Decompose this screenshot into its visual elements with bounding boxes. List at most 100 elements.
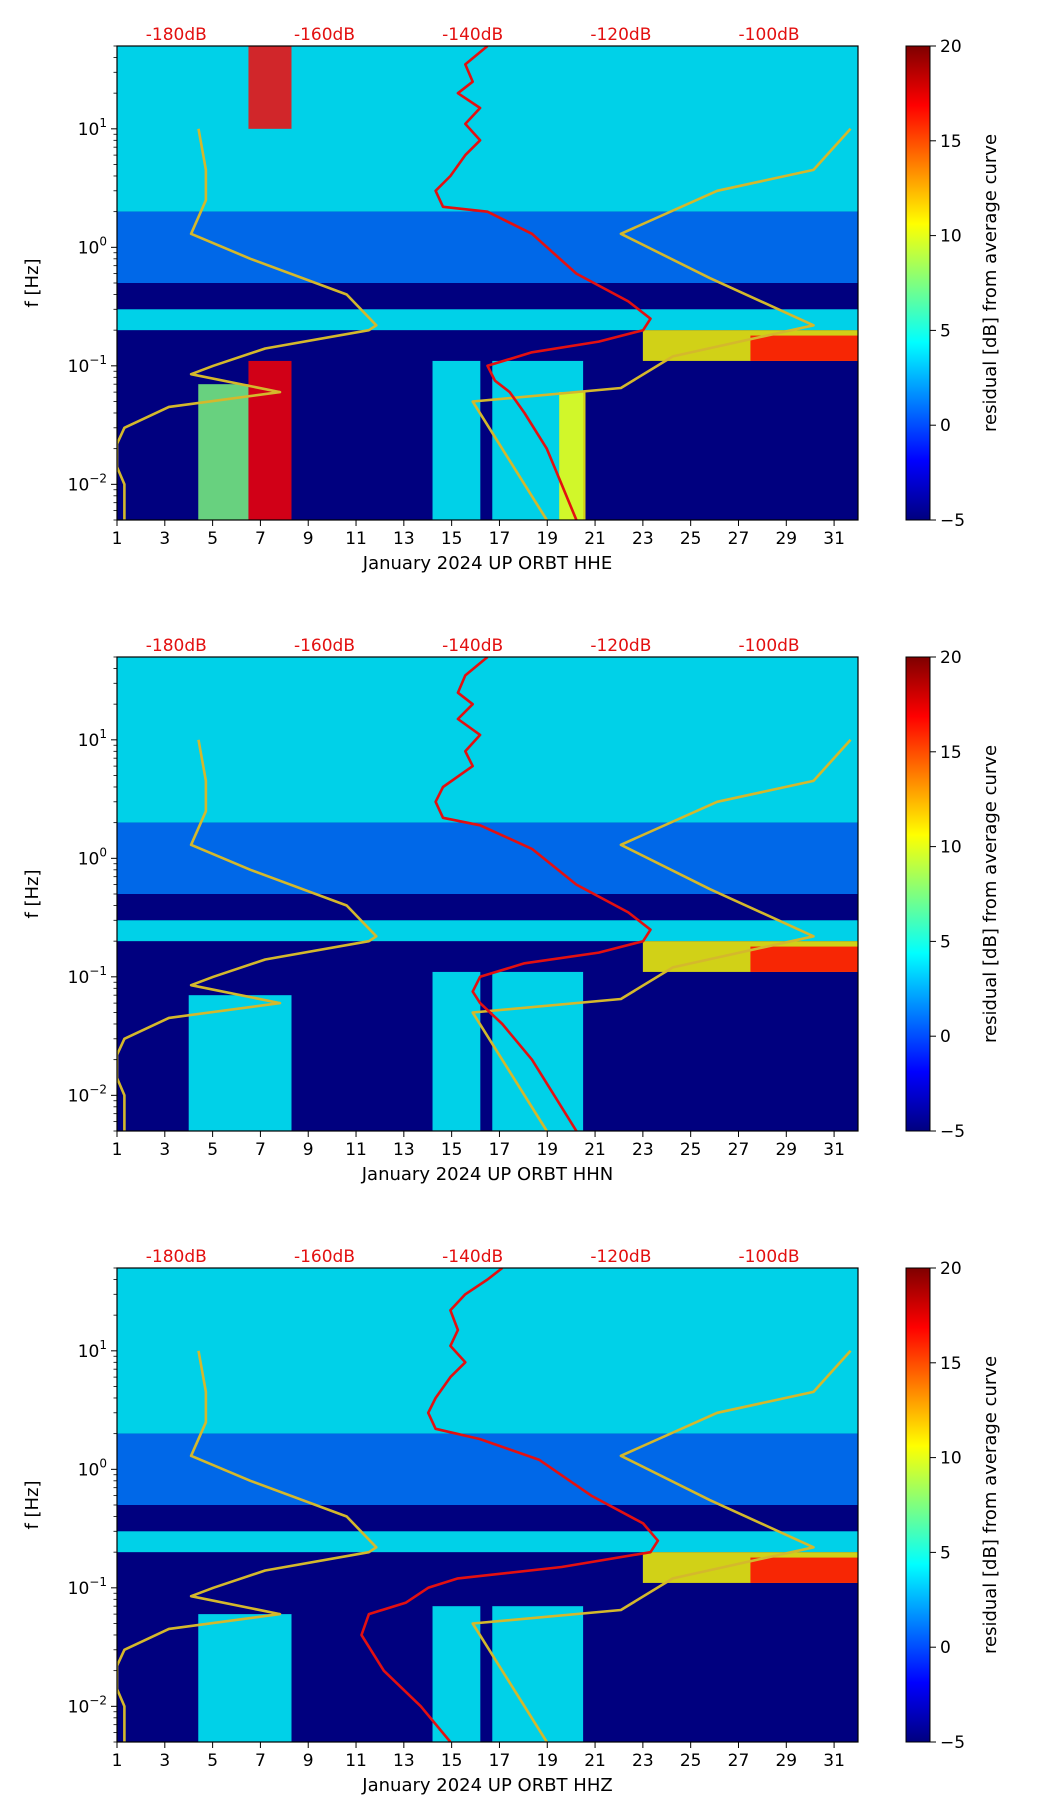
colorbar-tick-label: 20 [940, 1259, 962, 1279]
x-tick-label: 11 [345, 529, 367, 549]
average-curve [434, 46, 652, 520]
residual-band [198, 1614, 292, 1742]
x-tick-label: 3 [159, 1751, 170, 1771]
top-axis-db-label: -140dB [442, 636, 503, 656]
residual-band [432, 360, 481, 520]
y-axis-label: f [Hz] [22, 869, 43, 918]
colorbar-tick-label: 10 [940, 838, 962, 858]
x-tick-label: 21 [584, 529, 606, 549]
x-tick-label: 9 [303, 1140, 314, 1160]
colorbar-tick-label: 15 [940, 132, 962, 152]
x-tick-label: 3 [159, 529, 170, 549]
y-tick-label: 10−2 [68, 1082, 107, 1106]
residual-band [117, 211, 858, 283]
colorbar-label: residual [dB] from average curve [980, 134, 1001, 432]
residual-band [117, 309, 858, 331]
top-axis-db-label: -140dB [442, 25, 503, 45]
residual-band [432, 971, 481, 1131]
residual-band [117, 822, 858, 894]
chart-panel-2: 1 3 5 7 9 11 13 15 17 19 21 23 25 27 29 31-180dB -160dB -… [22, 636, 1001, 1185]
x-tick-label: 29 [775, 1140, 797, 1160]
x-tick-label: 15 [441, 1751, 463, 1771]
x-tick-label: 29 [775, 529, 797, 549]
x-tick-label: 13 [393, 1751, 415, 1771]
residual-band [750, 1557, 858, 1583]
plot-area [117, 1268, 858, 1742]
y-tick-label: 101 [78, 1338, 107, 1362]
y-tick-label: 101 [78, 116, 107, 140]
colorbar-tick-label: 0 [940, 416, 951, 436]
x-tick-label: 1 [112, 529, 123, 549]
colorbar [905, 656, 931, 1132]
x-tick-label: 11 [345, 1751, 367, 1771]
colorbar-tick-label: 0 [940, 1027, 951, 1047]
y-tick-label: 10−2 [68, 471, 107, 495]
plot-area [117, 46, 858, 520]
x-tick-label: 9 [303, 1751, 314, 1771]
colorbar-label: residual [dB] from average curve [980, 1356, 1001, 1654]
colorbar-tick-label: −5 [940, 1122, 965, 1142]
x-tick-label: 31 [823, 1751, 845, 1771]
colorbar-tick-label: 5 [940, 321, 951, 341]
x-tick-label: 27 [728, 1751, 750, 1771]
residual-band [492, 971, 584, 1131]
x-tick-label: 11 [345, 1140, 367, 1160]
chart-panel-1: 1 3 5 7 9 11 13 15 17 19 21 23 25 27 29 31-180dB -160dB -… [22, 25, 1001, 574]
colorbar-tick-label: −5 [940, 1733, 965, 1753]
colorbar-tick-label: 5 [940, 932, 951, 952]
average-curve [360, 1268, 660, 1742]
y-axis-label: f [Hz] [22, 258, 43, 307]
noise-model-curve-2 [471, 738, 852, 1131]
x-axis-label: January 2024 UP ORBT HHE [362, 553, 612, 574]
x-tick-label: 23 [632, 529, 654, 549]
x-tick-label: 31 [823, 1140, 845, 1160]
top-axis-db-label: -120dB [590, 25, 651, 45]
y-tick-label: 101 [78, 727, 107, 751]
top-axis-db-label: -160dB [294, 25, 355, 45]
y-tick-label: 10−1 [68, 353, 107, 377]
residual-band [248, 46, 292, 129]
residual-band [188, 995, 292, 1131]
x-tick-label: 29 [775, 1751, 797, 1771]
residual-band [117, 657, 858, 823]
x-tick-label: 13 [393, 529, 415, 549]
x-tick-label: 25 [680, 1140, 702, 1160]
x-tick-label: 21 [584, 1140, 606, 1160]
y-tick-label: 100 [78, 845, 107, 869]
colorbar-tick-label: 20 [940, 648, 962, 668]
x-tick-label: 31 [823, 529, 845, 549]
x-tick-label: 7 [255, 529, 266, 549]
y-tick-label: 100 [78, 234, 107, 258]
x-tick-label: 15 [441, 529, 463, 549]
y-tick-label: 10−2 [68, 1693, 107, 1717]
residual-band [117, 46, 858, 212]
noise-model-curve-2 [471, 127, 852, 520]
x-tick-label: 27 [728, 1140, 750, 1160]
noise-model-curve-2 [471, 1349, 852, 1742]
x-tick-label: 17 [489, 1751, 511, 1771]
x-tick-label: 5 [207, 529, 218, 549]
x-axis-label: January 2024 UP ORBT HHN [361, 1164, 614, 1185]
residual-band [117, 1433, 858, 1505]
residual-band [492, 1606, 584, 1742]
spectrogram-panels: 1 3 5 7 9 11 13 15 17 19 21 23 25 27 29 31-180dB -160dB -… [22, 25, 1001, 1796]
plot-area [117, 657, 858, 1131]
x-tick-label: 5 [207, 1751, 218, 1771]
top-axis-db-label: -120dB [590, 1247, 651, 1267]
chart-panel-3: 1 3 5 7 9 11 13 15 17 19 21 23 25 27 29 31-180dB -160dB -… [22, 1247, 1001, 1796]
top-axis-db-label: -180dB [146, 25, 207, 45]
x-tick-label: 23 [632, 1751, 654, 1771]
top-axis-db-label: -160dB [294, 636, 355, 656]
colorbar-tick-label: −5 [940, 511, 965, 531]
residual-band [198, 384, 249, 520]
residual-band [750, 335, 858, 361]
residual-band [432, 1606, 481, 1742]
colorbar-tick-label: 20 [940, 37, 962, 57]
y-axis-label: f [Hz] [22, 1480, 43, 1529]
average-curve [434, 657, 652, 1131]
colorbar-tick-label: 15 [940, 1354, 962, 1374]
x-axis-label: January 2024 UP ORBT HHZ [361, 1775, 612, 1796]
x-tick-label: 17 [489, 1140, 511, 1160]
x-tick-label: 21 [584, 1751, 606, 1771]
